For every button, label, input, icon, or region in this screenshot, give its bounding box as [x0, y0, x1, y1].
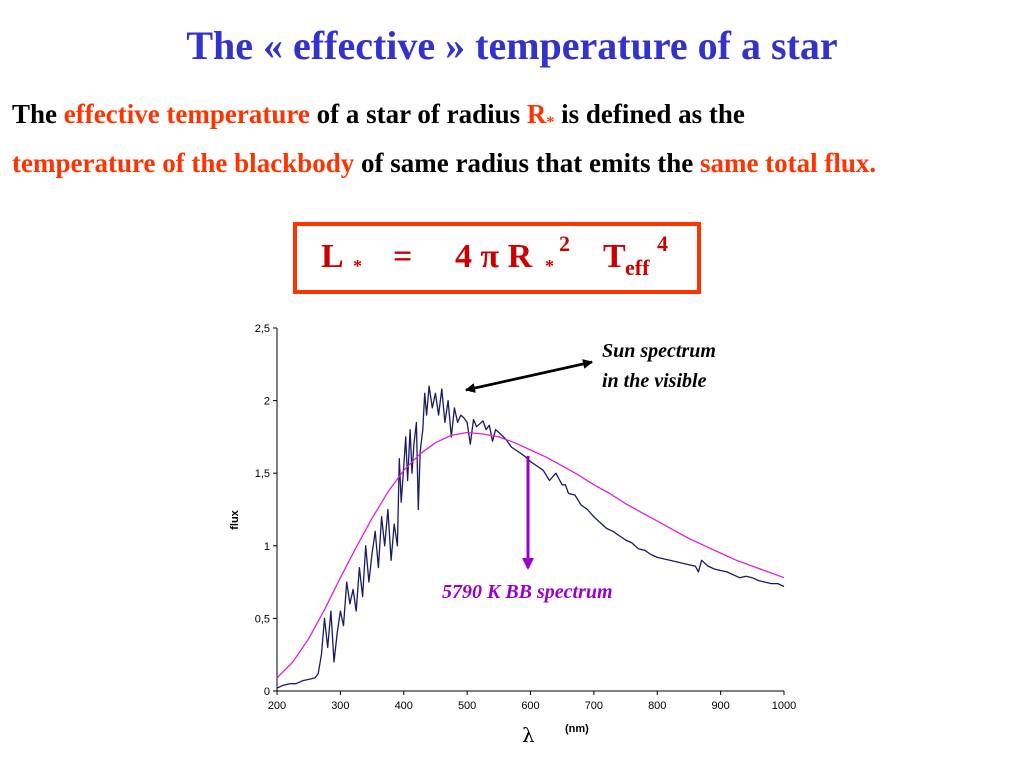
definition-highlight-effective-temperature: effective temperature — [63, 99, 310, 129]
formula-box: L * = 4 π R * 2 T eff 4 — [293, 222, 701, 294]
x-tick-label: 200 — [268, 700, 286, 712]
spectrum-chart: 200 300 400 500 600 700 800 900 1000 0 0,5 1 1,5 2 2,5… — [0, 310, 1024, 768]
x-axis-lambda-symbol: λ — [522, 723, 535, 747]
x-tick-label: 600 — [521, 700, 539, 712]
axes: 200 300 400 500 600 700 800 900 1000 0 0,5 1 1,5 2 2,5 — [255, 323, 797, 712]
definition-highlight-radius: R* — [526, 99, 555, 131]
spectrum-chart-svg: 200 300 400 500 600 700 800 900 1000 0 0,5 1 1,5 2 2,5… — [229, 323, 797, 747]
y-tick-label: 1,5 — [255, 468, 270, 480]
definition-part-2: of a star of radius — [309, 99, 527, 129]
x-tick-label: 800 — [648, 700, 666, 712]
definition-part-1: The — [12, 99, 64, 129]
y-tick-label: 2 — [264, 396, 270, 408]
slide-title: The « effective » temperature of a star — [186, 23, 838, 68]
bb-spectrum-label: 5790 K BB spectrum — [442, 581, 613, 603]
x-tick-label: 1000 — [772, 700, 796, 712]
formula-radius-exponent: 2 — [559, 231, 570, 256]
formula-temperature-subscript: eff — [625, 255, 650, 280]
formula-equals: = — [393, 238, 413, 275]
y-tick-label: 2,5 — [255, 323, 270, 335]
formula-temperature-exponent: 4 — [657, 231, 668, 256]
y-tick-label: 0 — [264, 686, 270, 698]
formula-temperature: T — [603, 238, 626, 275]
definition-highlight-same-total-flux: same total flux. — [699, 148, 877, 178]
x-tick-label: 400 — [395, 700, 413, 712]
x-tick-label: 500 — [458, 700, 476, 712]
formula-luminosity-subscript: * — [353, 256, 362, 276]
sun-spectrum-label-line2: in the visible — [602, 370, 707, 392]
y-tick-label: 0,5 — [255, 613, 270, 625]
sun-spectrum-line — [276, 385, 785, 689]
sun-spectrum-label-line1: Sun spectrum — [602, 340, 716, 362]
bb-spectrum-line — [276, 431, 785, 679]
definition-part-3: is defined as the — [554, 99, 745, 129]
y-axis-label: flux — [229, 509, 241, 529]
x-axis-label: (nm) — [565, 723, 589, 735]
y-tick-label: 1 — [264, 541, 270, 553]
sun-spectrum-arrow-head-2 — [465, 359, 593, 392]
definition-part-4: of same radius that emits the — [354, 148, 700, 178]
x-tick-label: 300 — [331, 700, 349, 712]
definition-text: The effective temperature of a star of r… — [12, 94, 1012, 183]
series-layer — [276, 385, 785, 689]
radius-symbol: R — [526, 99, 547, 129]
radius-star-subscript: * — [546, 114, 555, 131]
formula-coefficient: 4 π R — [455, 238, 533, 275]
x-tick-label: 900 — [711, 700, 729, 712]
formula-luminosity: L — [321, 238, 344, 275]
formula-radius-subscript: * — [545, 256, 554, 276]
x-tick-label: 700 — [585, 700, 603, 712]
definition-highlight-blackbody: temperature of the blackbody — [12, 148, 355, 178]
